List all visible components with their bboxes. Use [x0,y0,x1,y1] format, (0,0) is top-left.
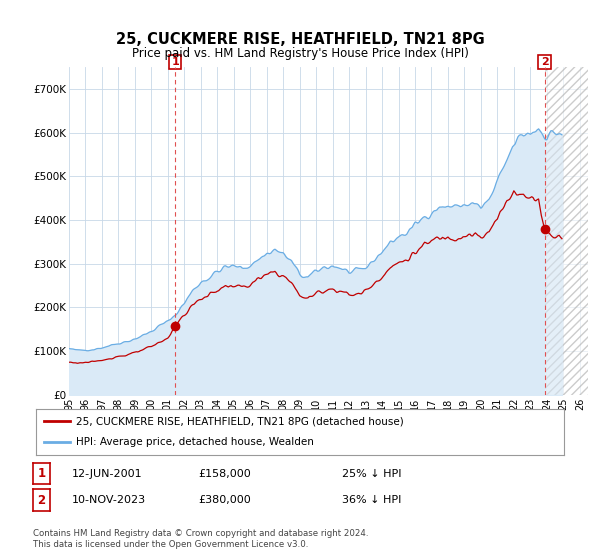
Text: 2: 2 [541,57,548,67]
Text: HPI: Average price, detached house, Wealden: HPI: Average price, detached house, Weal… [76,437,313,447]
Text: Contains HM Land Registry data © Crown copyright and database right 2024.
This d: Contains HM Land Registry data © Crown c… [33,529,368,549]
Text: 1: 1 [171,57,179,67]
Text: Price paid vs. HM Land Registry's House Price Index (HPI): Price paid vs. HM Land Registry's House … [131,47,469,60]
Text: 1: 1 [37,467,46,480]
Text: 2: 2 [37,493,46,507]
Text: 10-NOV-2023: 10-NOV-2023 [72,495,146,505]
Text: 25% ↓ HPI: 25% ↓ HPI [342,469,401,479]
Text: 36% ↓ HPI: 36% ↓ HPI [342,495,401,505]
Text: 25, CUCKMERE RISE, HEATHFIELD, TN21 8PG: 25, CUCKMERE RISE, HEATHFIELD, TN21 8PG [116,32,484,48]
Text: 25, CUCKMERE RISE, HEATHFIELD, TN21 8PG (detached house): 25, CUCKMERE RISE, HEATHFIELD, TN21 8PG … [76,416,403,426]
Bar [545,67,588,395]
Text: 12-JUN-2001: 12-JUN-2001 [72,469,143,479]
Text: £158,000: £158,000 [198,469,251,479]
Text: £380,000: £380,000 [198,495,251,505]
